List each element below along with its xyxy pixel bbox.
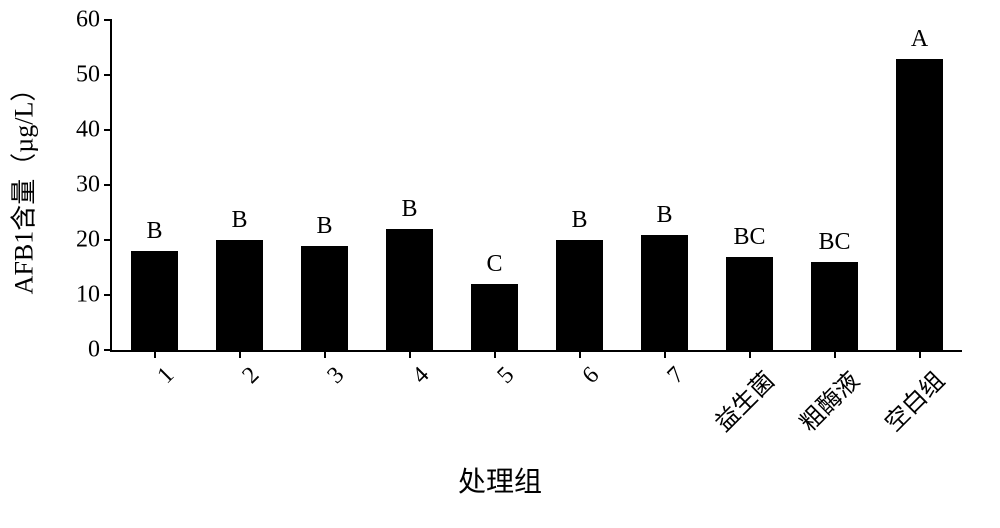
bar [641, 235, 689, 351]
plot-area: 0102030405060B1B2B3B4C5B6B7BC益生菌BC粗酶液A空白… [110, 20, 962, 352]
x-tick [409, 350, 411, 358]
bar-annotation: B [656, 202, 672, 229]
bar-annotation: B [146, 218, 162, 245]
y-tick-label: 20 [76, 227, 100, 254]
x-tick [494, 350, 496, 358]
bar-annotation: B [316, 213, 332, 240]
y-tick-label: 0 [88, 337, 100, 364]
bar-annotation: BC [733, 224, 765, 251]
y-tick-label: 60 [76, 7, 100, 34]
bar [556, 240, 604, 350]
x-tick-label: 空白组 [784, 362, 950, 528]
y-tick [104, 184, 112, 186]
y-axis-title: AFB1含量（µg/L） [4, 76, 41, 295]
bar-annotation: BC [818, 229, 850, 256]
bar [896, 59, 944, 351]
y-tick-label: 40 [76, 117, 100, 144]
y-tick-label: 10 [76, 282, 100, 309]
bar [726, 257, 774, 351]
bar-annotation: A [911, 26, 928, 53]
bar [386, 229, 434, 350]
x-tick-label: 粗酶液 [699, 362, 865, 528]
y-tick [104, 74, 112, 76]
bar [811, 262, 859, 350]
y-tick [104, 294, 112, 296]
x-tick [834, 350, 836, 358]
bar [131, 251, 179, 350]
y-tick [104, 349, 112, 351]
x-tick [579, 350, 581, 358]
x-tick-label: 益生菌 [614, 362, 780, 528]
x-tick [919, 350, 921, 358]
x-tick [239, 350, 241, 358]
x-tick [749, 350, 751, 358]
bar-chart: AFB1含量（µg/L） 0102030405060B1B2B3B4C5B6B7… [0, 0, 1000, 501]
bar-annotation: B [401, 196, 417, 223]
y-tick-label: 30 [76, 172, 100, 199]
bar-annotation: B [571, 207, 587, 234]
x-axis-title: 处理组 [0, 460, 1000, 500]
bar-annotation: B [231, 207, 247, 234]
y-tick [104, 239, 112, 241]
bar [216, 240, 264, 350]
y-tick-label: 50 [76, 62, 100, 89]
x-tick [324, 350, 326, 358]
bar-annotation: C [486, 251, 502, 278]
x-tick [664, 350, 666, 358]
y-tick [104, 129, 112, 131]
x-tick [154, 350, 156, 358]
bar [301, 246, 349, 351]
bar [471, 284, 519, 350]
y-tick [104, 19, 112, 21]
